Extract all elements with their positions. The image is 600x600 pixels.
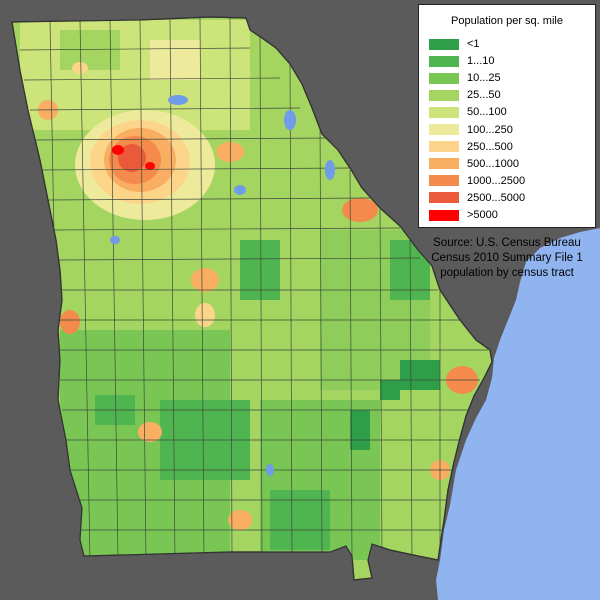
legend-swatch: [429, 141, 459, 153]
legend-label: 50...100: [467, 106, 507, 119]
legend-label: 1...10: [467, 55, 495, 68]
legend-item: 1000...2500: [429, 173, 525, 189]
lake: [110, 236, 120, 244]
county-borders: [19, 17, 488, 561]
legend-label: 25...50: [467, 89, 501, 102]
patch: [228, 510, 252, 530]
water-bodies: [110, 95, 335, 476]
legend-item: 500...1000: [429, 156, 519, 172]
legend-swatch: [429, 89, 459, 101]
patch: [195, 303, 215, 327]
legend-swatch: [429, 38, 459, 50]
patch: [118, 144, 146, 172]
legend-swatch: [429, 55, 459, 67]
source-line-1: Source: U.S. Census Bureau: [433, 237, 581, 249]
legend-swatch: [429, 158, 459, 170]
legend-swatch: [429, 124, 459, 135]
lake: [325, 160, 335, 180]
patch: [270, 490, 330, 550]
patch: [216, 142, 244, 162]
legend-title: Population per sq. mile: [451, 15, 563, 27]
legend-item: >5000: [429, 207, 498, 223]
patch: [112, 145, 124, 155]
patch: [380, 380, 400, 400]
patch: [145, 162, 155, 170]
patch: [138, 422, 162, 442]
legend-swatch: [429, 72, 459, 84]
legend-swatch: [429, 192, 459, 204]
legend-label: 10...25: [467, 72, 501, 85]
source-line-3: population by census tract: [440, 267, 574, 279]
legend-label: 2500...5000: [467, 191, 526, 204]
legend-label: 1000...2500: [467, 174, 526, 187]
legend-label: <1: [467, 38, 480, 50]
legend-swatch: [429, 209, 459, 221]
patch: [150, 40, 200, 80]
legend-item: 250...500: [429, 139, 513, 155]
legend-swatch: [429, 175, 459, 187]
legend-label: 100...250: [467, 123, 513, 136]
legend: Population per sq. mile <1 1...10 10...25 2…: [418, 4, 596, 228]
legend-item: <1: [429, 36, 480, 52]
patch: [60, 310, 80, 334]
patch: [342, 198, 378, 222]
lake: [234, 185, 246, 195]
legend-label: 250...500: [467, 140, 513, 153]
legend-label: 500...1000: [467, 157, 519, 170]
source-line-2: Census 2010 Summary File 1: [431, 252, 583, 264]
patch: [191, 268, 219, 292]
patch: [72, 62, 88, 74]
legend-item: 25...50: [429, 87, 501, 103]
lake: [168, 95, 188, 105]
patch: [350, 410, 370, 450]
atlantic-ocean: [436, 228, 600, 600]
patch: [240, 240, 280, 300]
legend-item: 10...25: [429, 70, 501, 86]
lake: [284, 110, 296, 130]
legend-item: 1...10: [429, 53, 495, 69]
density-patches: [20, 20, 478, 560]
patch: [400, 360, 440, 390]
state-outline: [11, 16, 493, 581]
legend-swatch: [429, 106, 459, 118]
source-note: Source: U.S. Census Bureau Census 2010 S…: [418, 236, 596, 281]
legend-item: 2500...5000: [429, 190, 525, 206]
legend-label: >5000: [467, 209, 498, 221]
legend-item: 100...250: [429, 122, 513, 138]
legend-item: 50...100: [429, 104, 507, 120]
lake: [266, 464, 274, 476]
